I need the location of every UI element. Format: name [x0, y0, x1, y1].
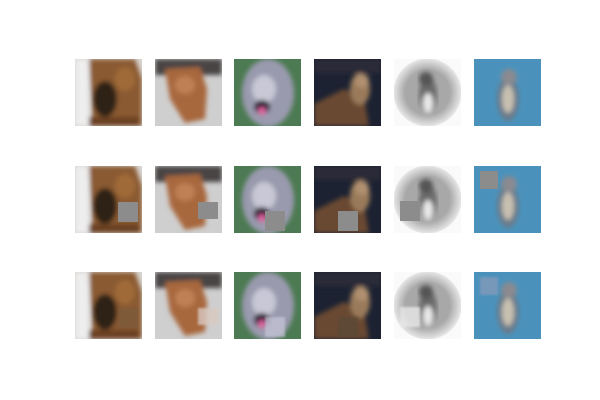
patch: [118, 308, 138, 328]
image: [75, 166, 142, 233]
patch: [338, 211, 358, 231]
patch: [265, 317, 285, 337]
image: [75, 59, 142, 126]
image: [75, 272, 142, 339]
image: [394, 166, 462, 234]
patch: [338, 317, 358, 337]
patch: [118, 202, 138, 222]
patch: [198, 202, 218, 219]
image: [155, 272, 222, 339]
image: [234, 59, 301, 127]
row-reconstructed: [75, 272, 541, 341]
patches: [118, 277, 498, 337]
patch: [400, 201, 420, 221]
patch: [265, 211, 285, 231]
image: [394, 59, 462, 127]
patches: [118, 171, 498, 231]
row-original: [75, 59, 541, 128]
image: [474, 59, 541, 126]
patch: [480, 171, 498, 189]
patch: [480, 277, 498, 295]
image: [314, 59, 381, 126]
image: [155, 59, 222, 126]
image: [394, 272, 462, 340]
patch: [400, 307, 420, 327]
row-occluded: [75, 166, 541, 235]
patch: [198, 308, 218, 325]
image: [155, 166, 222, 233]
